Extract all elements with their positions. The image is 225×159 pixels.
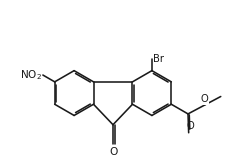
Text: O: O (185, 121, 193, 131)
Text: $\mathregular{NO_2}$: $\mathregular{NO_2}$ (20, 68, 42, 82)
Text: O: O (109, 147, 118, 157)
Text: O: O (200, 94, 208, 104)
Text: Br: Br (153, 54, 164, 64)
